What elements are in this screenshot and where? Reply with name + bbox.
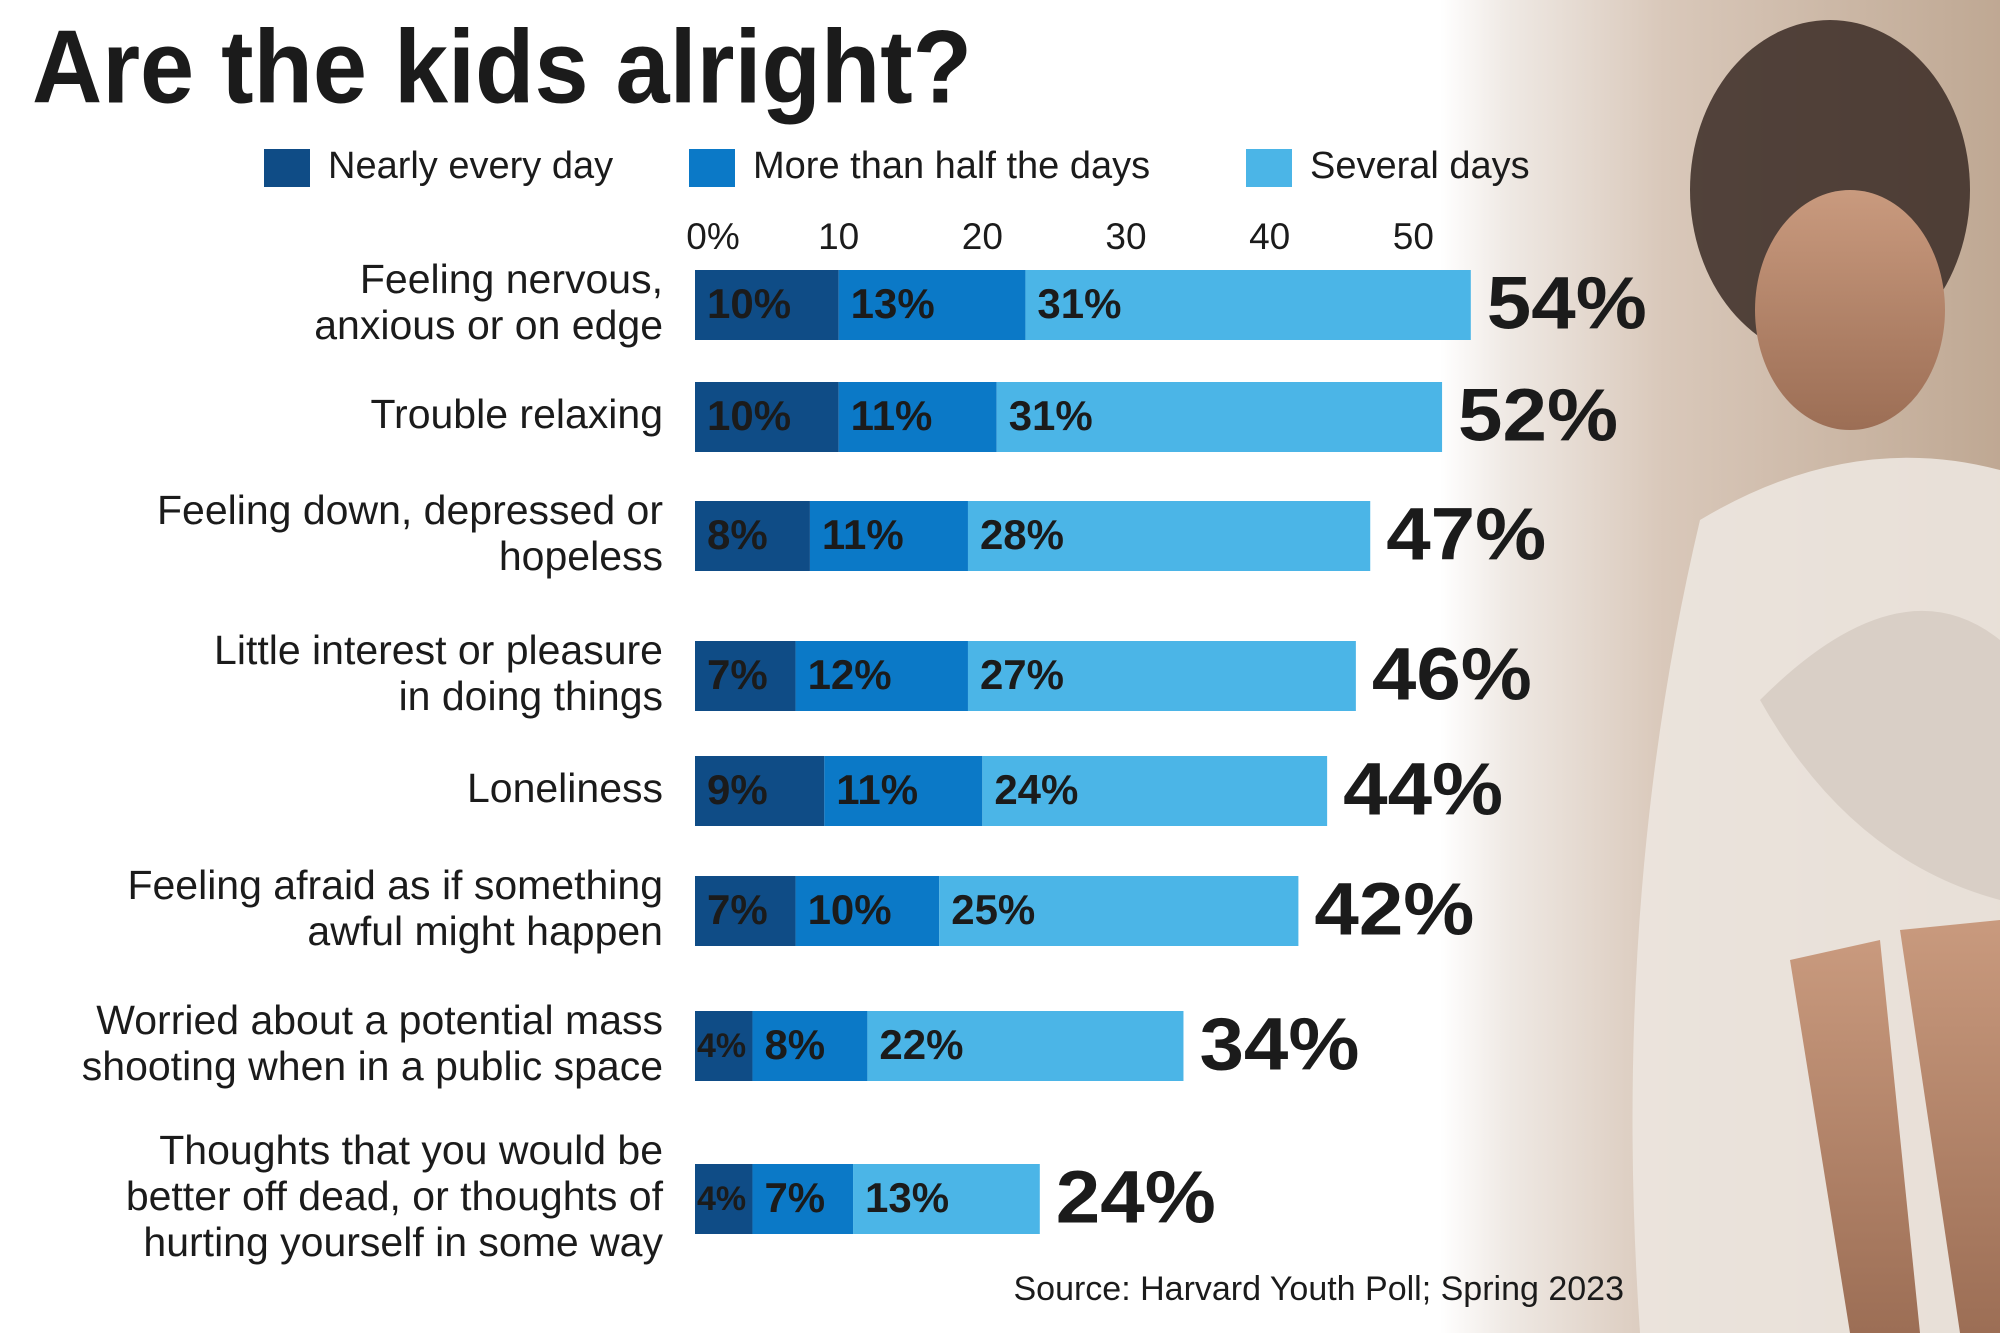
segment-label: 8% [764,1021,825,1068]
total-label: 34% [1199,1003,1359,1086]
bar-segment [838,270,1026,340]
legend-label: More than half the days [753,145,1150,187]
bar-segment [967,641,1356,711]
segment-label: 11% [822,511,904,558]
legend-swatch [264,149,310,187]
bar-segment [695,876,796,946]
segment-label: 22% [879,1021,963,1068]
segment-label: 10% [707,392,791,439]
category-label: hurting yourself in some way [143,1219,663,1265]
segment-label: 12% [808,651,892,698]
category-label: better off dead, or thoughts of [126,1173,664,1219]
bar-segment [752,1011,868,1081]
category-label: Feeling down, depressed or [157,487,663,533]
segment-label: 10% [808,886,892,933]
bar-segment [1025,270,1471,340]
segment-label: 4% [697,1027,746,1065]
segment-label: 31% [1037,280,1121,327]
bar-segment [853,1164,1040,1234]
category-label: Thoughts that you would be [159,1127,663,1173]
x-tick-label: 0% [686,216,739,257]
segment-label: 11% [851,392,933,439]
segment-label: 4% [697,1180,746,1218]
bar-segment [752,1164,854,1234]
category-label: awful might happen [307,908,663,954]
bar-segment [838,382,997,452]
category-label: Feeling nervous, [360,256,663,302]
bar-segment [809,501,968,571]
bar-segment [695,1164,753,1234]
bar-segment [939,876,1299,946]
segment-label: 10% [707,280,791,327]
bar-segment [795,876,940,946]
chart-title: Are the kids alright? [32,9,972,125]
segment-label: 8% [707,511,768,558]
segment-label: 9% [707,766,768,813]
segment-label: 11% [836,766,918,813]
total-label: 42% [1314,868,1474,951]
category-label: Loneliness [467,765,663,811]
category-label: Worried about a potential mass [96,997,663,1043]
bar-segment [695,382,839,452]
segment-label: 7% [707,886,768,933]
segment-label: 28% [980,511,1064,558]
bar-segment [695,641,796,711]
segment-label: 13% [865,1174,949,1221]
bar-segment [824,756,983,826]
photo [1440,0,2000,1333]
segment-label: 24% [994,766,1078,813]
x-tick-label: 40 [1249,216,1290,257]
bar-segment [967,501,1371,571]
bar-segment [695,501,810,571]
bar-segment [695,1011,753,1081]
total-label: 46% [1372,633,1532,716]
total-label: 44% [1343,748,1503,831]
segment-label: 25% [951,886,1035,933]
bar-segment [795,641,968,711]
x-tick-label: 10 [818,216,859,257]
legend-label: Nearly every day [328,145,613,187]
category-label: Little interest or pleasure [214,627,663,673]
bar-segment [996,382,1443,452]
total-label: 24% [1056,1156,1216,1239]
legend-swatch [1246,149,1292,187]
total-label: 47% [1386,493,1546,576]
legend-swatch [689,149,735,187]
category-label: in doing things [399,673,663,719]
segment-label: 27% [980,651,1064,698]
segment-label: 31% [1009,392,1093,439]
category-label: Trouble relaxing [371,391,663,437]
source: Source: Harvard Youth Poll; Spring 2023 [1013,1270,1624,1308]
bar-segment [982,756,1328,826]
segment-label: 13% [851,280,935,327]
bar-segment [695,756,825,826]
category-label: anxious or on edge [314,302,663,348]
category-label: Feeling afraid as if something [127,862,663,908]
x-tick-label: 20 [962,216,1003,257]
x-tick-label: 30 [1105,216,1146,257]
bar-segment [867,1011,1184,1081]
segment-label: 7% [764,1174,825,1221]
bar-segment [695,270,839,340]
x-tick-label: 50 [1393,216,1434,257]
total-label: 52% [1458,374,1618,457]
total-label: 54% [1487,262,1647,345]
legend-label: Several days [1310,145,1530,187]
category-label: hopeless [499,533,663,579]
segment-label: 7% [707,651,768,698]
category-label: shooting when in a public space [82,1043,663,1089]
